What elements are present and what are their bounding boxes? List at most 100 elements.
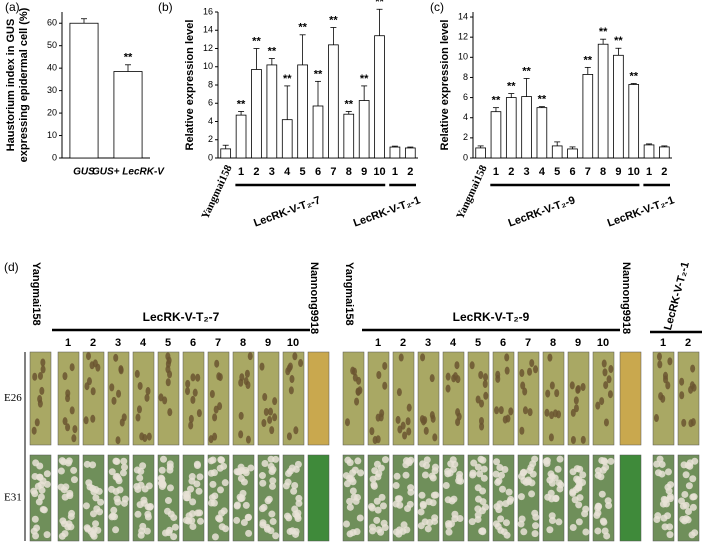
leaf-photo — [417, 351, 440, 446]
pustule — [658, 460, 666, 468]
x-tick-label: 2 — [407, 166, 413, 178]
significance-label: ** — [329, 14, 338, 26]
lesion — [483, 391, 489, 400]
pustule — [272, 532, 280, 540]
leaf-photo — [107, 454, 130, 542]
pustule — [656, 455, 664, 463]
pustule — [547, 489, 555, 497]
pustule — [498, 471, 506, 479]
line-number: 3 — [425, 337, 431, 349]
lesion — [268, 407, 274, 416]
y-tick-label: 6 — [463, 92, 468, 102]
pustule — [36, 462, 44, 470]
pustule — [260, 503, 268, 511]
pustule — [474, 511, 482, 519]
y-axis-label: Haustorium index in GUS — [5, 19, 17, 152]
pustule — [237, 475, 245, 483]
pustule — [595, 502, 603, 510]
pustule — [492, 470, 500, 478]
lesion — [575, 385, 581, 394]
pustule — [187, 485, 195, 493]
pustule — [292, 465, 300, 473]
pustule — [265, 495, 273, 503]
pustule — [144, 513, 152, 521]
pustule — [43, 531, 51, 539]
lesion — [137, 381, 143, 390]
bar — [628, 84, 640, 159]
leaf-photo — [132, 351, 155, 446]
lesion — [288, 386, 294, 395]
lesion — [245, 380, 251, 389]
line-number: 9 — [575, 337, 581, 349]
leaf-photo — [107, 351, 130, 446]
leaf — [342, 351, 365, 446]
line-number: 6 — [190, 337, 196, 349]
leaf — [207, 351, 230, 446]
pustule — [444, 496, 452, 504]
significance-label: ** — [614, 35, 623, 47]
leaf-photo — [182, 351, 205, 446]
lesion — [657, 360, 663, 369]
lesion — [549, 411, 555, 420]
pustule — [686, 462, 694, 470]
error-bar — [253, 48, 260, 70]
pustule — [528, 490, 536, 498]
lesion — [286, 364, 292, 373]
control-label: Yangmai158 — [30, 262, 42, 326]
lesion — [382, 381, 388, 390]
lesion — [31, 426, 37, 435]
pustule — [342, 472, 350, 480]
pustule — [451, 515, 459, 523]
significance-label: ** — [522, 65, 531, 77]
lesion — [118, 366, 124, 375]
leaf-photo — [82, 351, 105, 446]
lesion — [272, 397, 278, 406]
pustule — [442, 482, 450, 490]
pustule — [295, 499, 303, 507]
pustule — [57, 483, 65, 491]
pustule — [83, 460, 91, 468]
pustule — [417, 522, 425, 530]
error-bar — [284, 85, 291, 120]
bar — [490, 111, 502, 159]
error-bar — [125, 64, 131, 72]
pustule — [97, 498, 105, 506]
pustule — [221, 479, 229, 487]
lesion — [352, 373, 358, 382]
pustule — [352, 497, 360, 505]
lesion — [90, 387, 96, 396]
leaf-photo — [677, 351, 700, 446]
pustule — [196, 509, 204, 517]
lesion — [445, 384, 451, 393]
pustule — [70, 466, 78, 474]
line-number: 6 — [500, 337, 506, 349]
pustule — [479, 456, 487, 464]
leaf — [207, 454, 230, 542]
error-bar — [477, 145, 484, 148]
lesion — [121, 413, 127, 422]
leaf-photo — [282, 351, 305, 446]
pustule — [555, 518, 563, 526]
pustule — [170, 533, 178, 541]
leaf — [307, 454, 330, 542]
pustule — [85, 479, 93, 487]
pustule — [35, 498, 43, 506]
lesion — [263, 407, 269, 416]
line-number: 10 — [597, 337, 609, 349]
lesion — [39, 386, 45, 395]
pustule — [291, 482, 299, 490]
y-tick-label: 4 — [463, 112, 468, 122]
pustule — [188, 510, 196, 518]
pustule — [418, 491, 426, 499]
y-tick-label: 8 — [463, 72, 468, 82]
pustule — [531, 455, 539, 463]
pustule — [682, 471, 690, 479]
bar — [521, 96, 532, 159]
pustule — [654, 469, 662, 477]
pustule — [393, 472, 401, 480]
pustule — [196, 517, 204, 525]
bar — [536, 107, 548, 159]
pustule — [346, 497, 354, 505]
lesion — [261, 419, 267, 428]
